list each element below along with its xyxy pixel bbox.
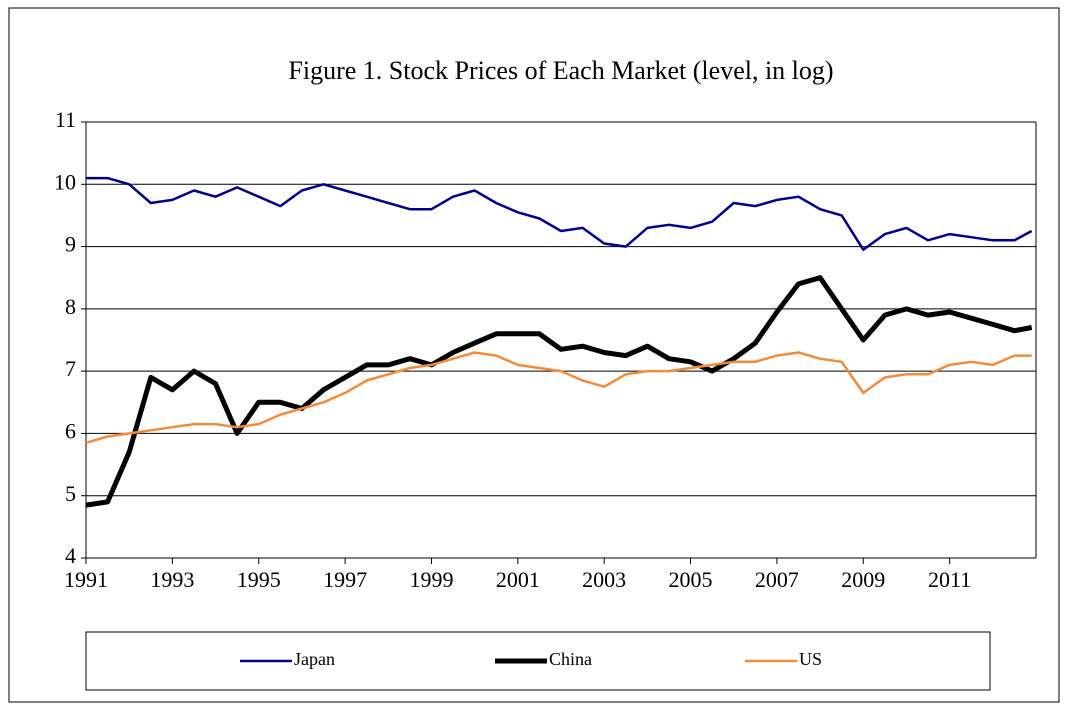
x-tick-label: 1995	[237, 567, 281, 592]
y-tick-label: 6	[65, 418, 76, 443]
x-tick-label: 2009	[841, 567, 885, 592]
legend-label: Japan	[294, 649, 335, 669]
x-tick-label: 1999	[409, 567, 453, 592]
x-tick-label: 2005	[669, 567, 713, 592]
legend-box	[85, 631, 991, 691]
y-tick-label: 8	[65, 294, 76, 319]
chart-frame	[8, 7, 1060, 703]
x-tick-label: 2011	[928, 567, 971, 592]
y-tick-label: 10	[54, 169, 76, 194]
x-tick-label: 1993	[150, 567, 194, 592]
x-tick-label: 2007	[755, 567, 799, 592]
y-tick-label: 11	[55, 107, 76, 132]
y-tick-label: 4	[65, 543, 76, 568]
x-tick-label: 2003	[582, 567, 626, 592]
series-line	[85, 351, 1032, 444]
chart-title: Figure 1. Stock Prices of Each Market (l…	[288, 56, 833, 85]
x-tick-label: 1997	[323, 567, 367, 592]
legend-label: US	[799, 649, 822, 669]
legend-label: China	[549, 649, 592, 669]
legend: Japan China US	[240, 649, 822, 669]
x-tick-label: 1991	[64, 567, 108, 592]
y-tick-label: 7	[65, 356, 76, 381]
series-line	[86, 176, 1033, 251]
series-line	[85, 275, 1033, 508]
y-tick-label: 9	[65, 232, 76, 257]
x-tick-label: 2001	[496, 567, 540, 592]
y-tick-label: 5	[65, 481, 76, 506]
